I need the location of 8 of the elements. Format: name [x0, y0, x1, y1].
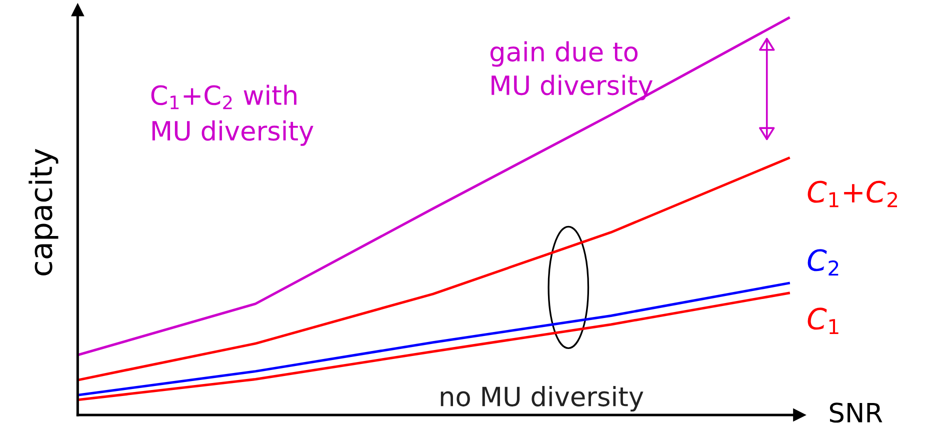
series-label: C$_{1}$+C$_{2}$: [808, 180, 898, 208]
annotation: no MU diversity: [440, 386, 644, 412]
x-axis-title: SNR: [830, 402, 882, 423]
y-axis-title: capacity: [28, 148, 58, 276]
annotation: gain due to MU diversity: [490, 41, 653, 100]
series-label: C$_{2}$: [808, 249, 838, 276]
text: C$_{1}$+C$_{2}$ with MU diversity: [151, 84, 314, 146]
series-label: C$_{1}$: [808, 308, 838, 334]
